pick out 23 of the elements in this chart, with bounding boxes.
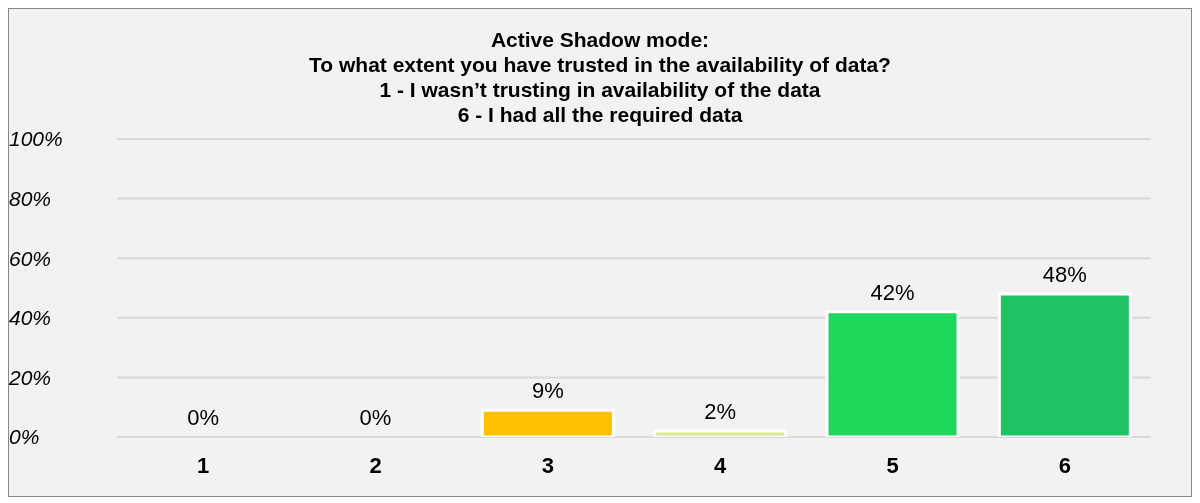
x-tick-label: 5 <box>886 452 899 478</box>
x-tick-label: 1 <box>197 452 210 478</box>
y-tick-label: 60% <box>9 246 52 270</box>
y-tick-label: 40% <box>9 306 52 330</box>
data-label: 2% <box>704 399 737 425</box>
bar <box>653 429 788 437</box>
x-tick-label: 4 <box>714 452 728 478</box>
data-label: 0% <box>359 405 392 430</box>
y-tick-label: 80% <box>9 187 52 211</box>
bar <box>997 292 1132 437</box>
x-tick-label: 2 <box>369 452 382 478</box>
y-tick-label: 0% <box>9 425 40 449</box>
x-tick-label: 6 <box>1058 452 1071 478</box>
data-label: 48% <box>1042 261 1087 287</box>
bar <box>480 408 615 437</box>
data-label: 0% <box>187 405 220 430</box>
x-tick-label: 3 <box>541 452 554 478</box>
bar <box>825 310 960 437</box>
chart-title: Active Shadow mode: To what extent you have trusted in the availability of data? 1 - I wasn’t trusting in availability of the data 6 - I had all the required data <box>308 27 892 127</box>
y-tick-label: 100% <box>9 127 63 151</box>
data-label: 9% <box>531 378 564 404</box>
data-label: 42% <box>870 279 915 305</box>
y-tick-label: 20% <box>8 365 52 389</box>
